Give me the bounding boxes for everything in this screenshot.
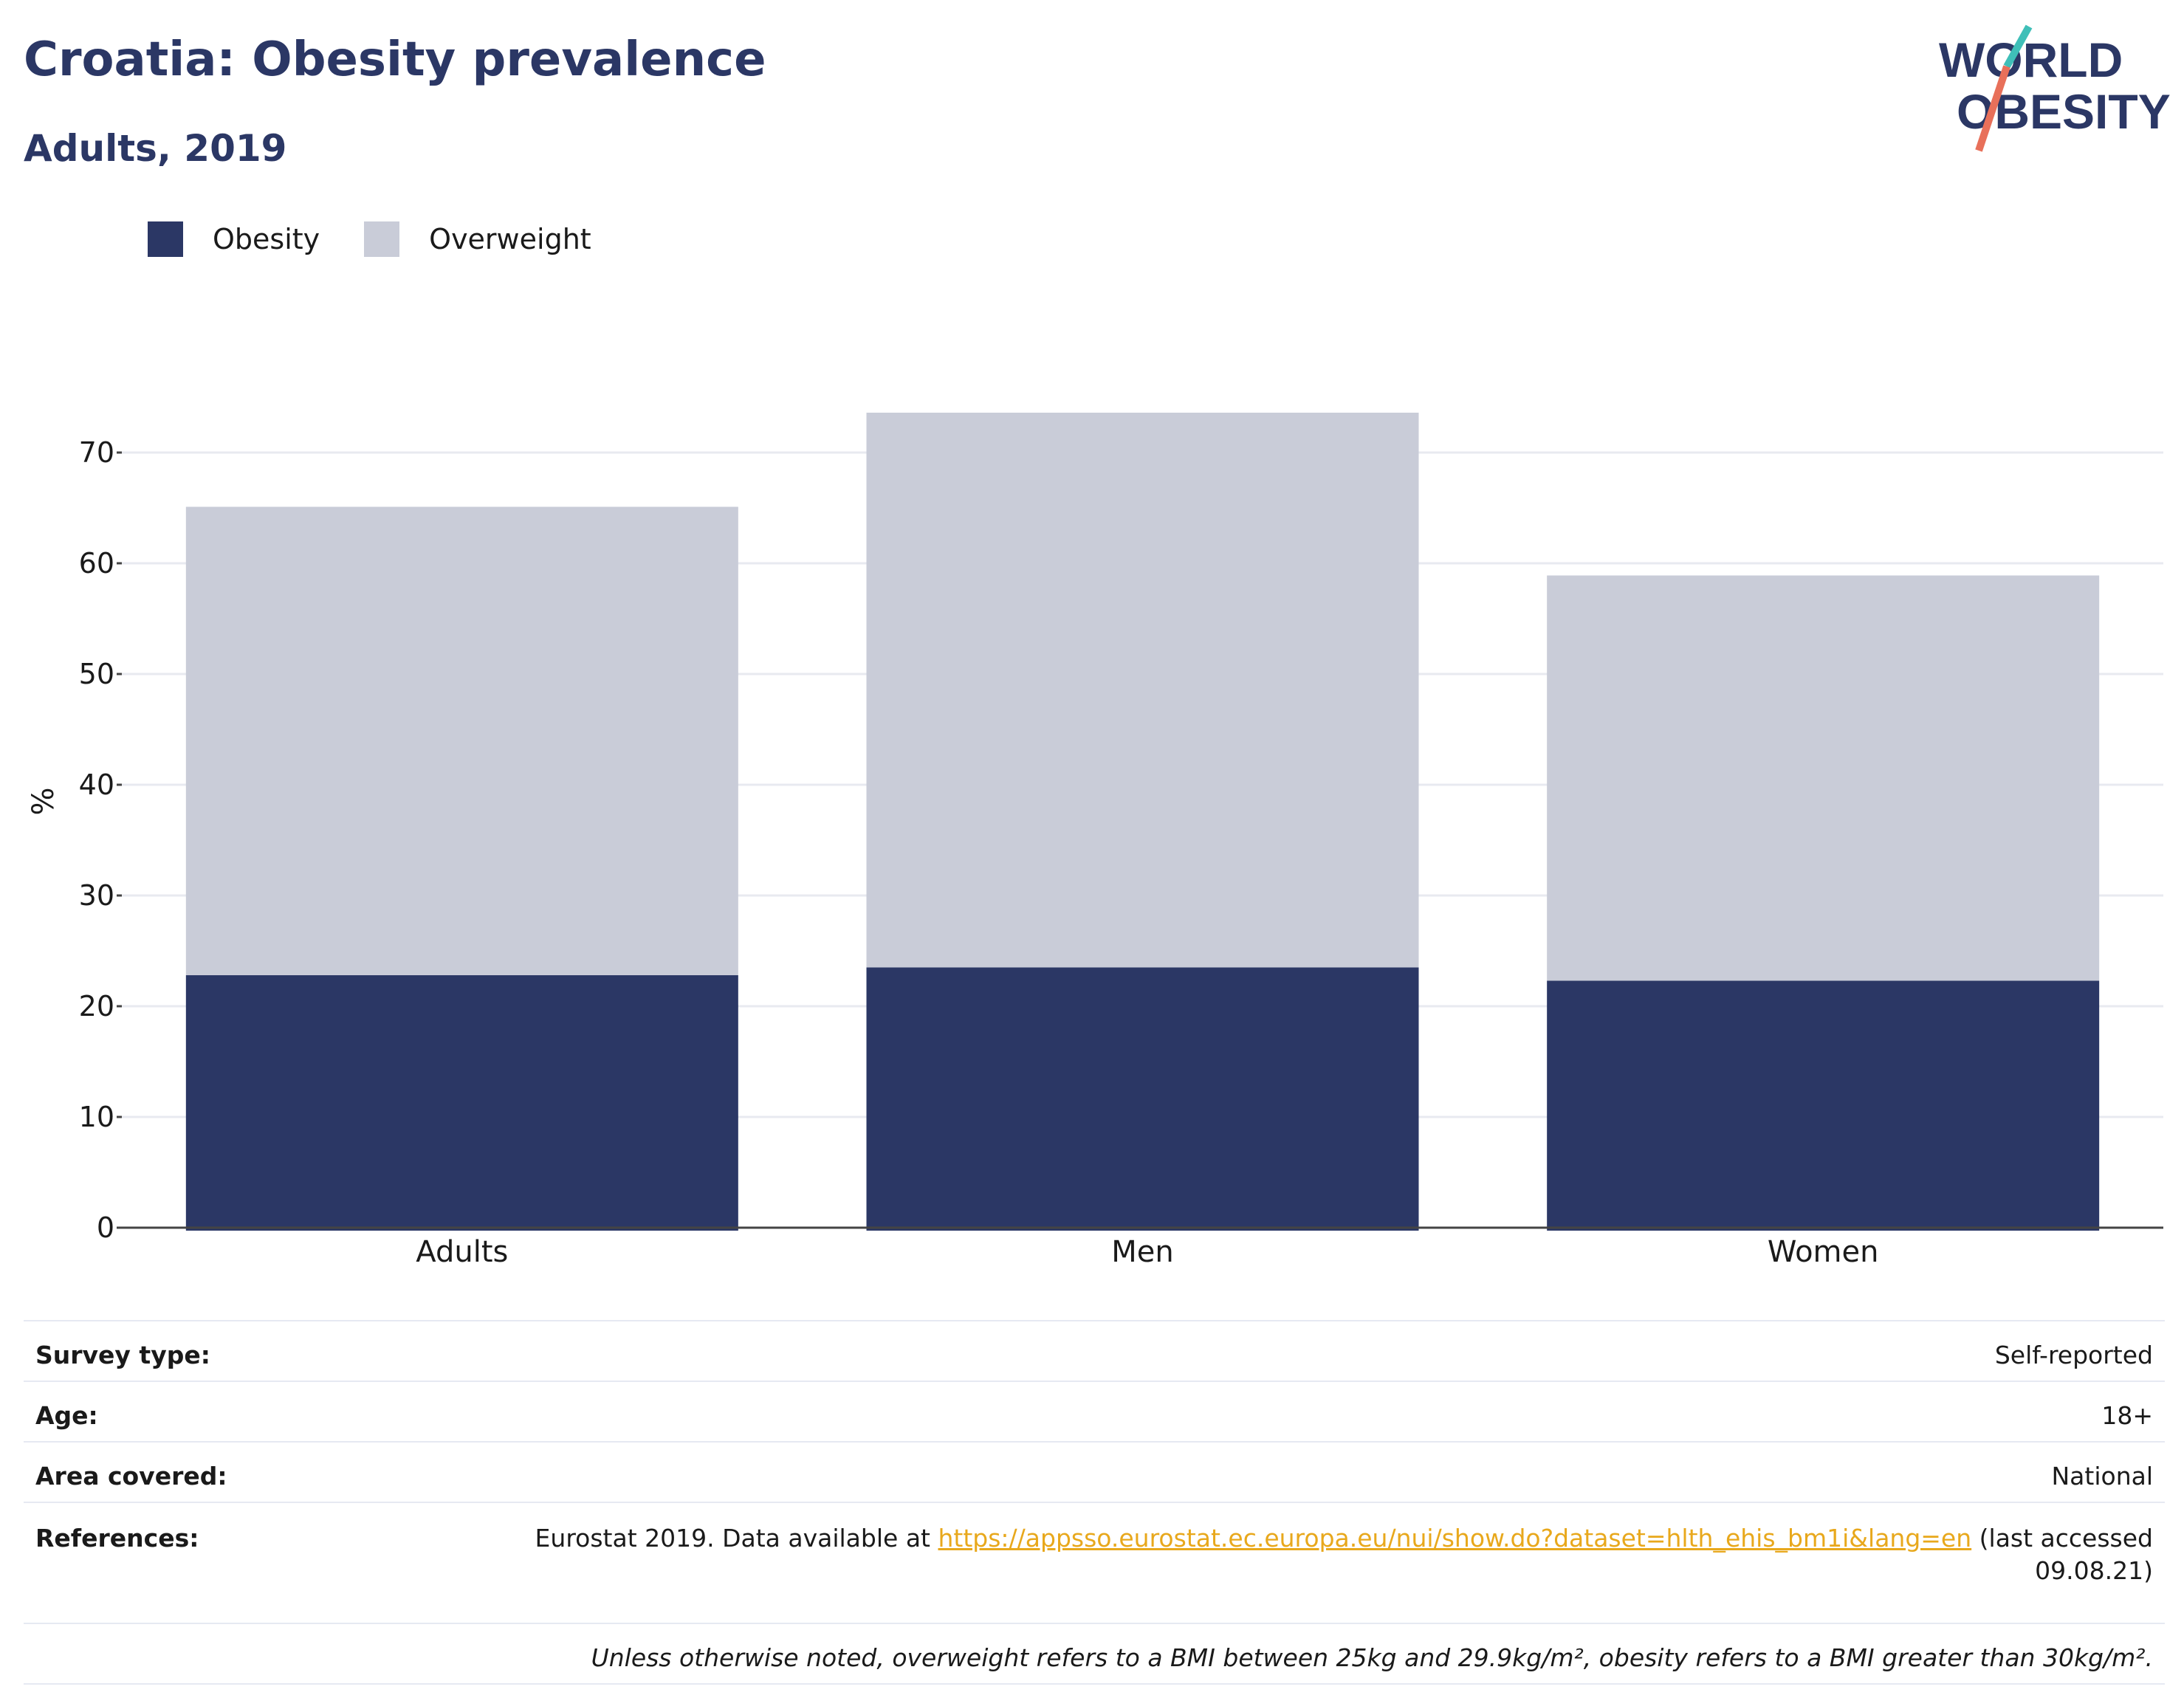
survey-type-label: Survey type: [24,1320,261,1382]
logo-slash-top [2003,24,2033,69]
y-tick-label: 10 [79,1101,114,1133]
bar-overweight-men [866,413,1419,968]
bar-overweight-adults [185,506,738,975]
legend-item-overweight[interactable]: Overweight [364,221,591,257]
legend-item-obesity[interactable]: Obesity [148,221,320,257]
page-subtitle: Adults, 2019 [24,127,287,170]
info-row-survey-type: Survey type: Self-reported [24,1320,2165,1382]
y-tick-label: 0 [97,1211,114,1244]
bar-obesity-adults [185,975,738,1231]
x-tick-label: Women [1768,1235,1879,1269]
chart-legend: Obesity Overweight [148,221,636,257]
y-tick-label: 70 [79,436,114,469]
references-link[interactable]: https://appsso.eurostat.ec.europa.eu/nui… [938,1524,1972,1553]
world-obesity-logo: WORLD OBESITY [1939,24,2171,152]
info-row-area: Area covered: National [24,1442,2165,1503]
y-axis-label: % [27,787,61,815]
y-tick-label: 30 [79,879,114,912]
references-suffix: (last accessed [1979,1524,2153,1553]
info-row-references: References: Eurostat 2019. Data availabl… [24,1502,2165,1624]
footnote: Unless otherwise noted, overweight refer… [24,1623,2165,1685]
references-label: References: [24,1502,261,1624]
logo-slash-bottom [1975,65,2010,152]
age-value: 18+ [261,1381,2165,1443]
y-tick-label: 20 [79,990,114,1022]
info-row-age: Age: 18+ [24,1381,2165,1443]
legend-swatch-overweight [364,221,400,257]
bar-chart: 0 10 20 30 40 50 60 70% Adults Men Women [27,413,2163,1269]
bar-obesity-men [866,967,1419,1231]
area-value: National [261,1442,2165,1503]
y-tick-label: 60 [79,547,114,580]
x-tick-label: Men [1111,1235,1173,1269]
bar-overweight-women [1547,575,2100,981]
x-tick-label: Adults [416,1235,508,1269]
info-row-footnote: Unless otherwise noted, overweight refer… [24,1623,2165,1685]
logo-line1: WORLD [1939,32,2123,87]
bar-obesity-women [1547,980,2100,1231]
y-tick-label: 40 [79,769,114,801]
age-label: Age: [24,1381,261,1443]
survey-type-value: Self-reported [261,1320,2165,1382]
area-label: Area covered: [24,1442,261,1503]
legend-swatch-obesity [148,221,183,257]
page-title: Croatia: Obesity prevalence [24,32,766,87]
legend-label-obesity: Obesity [213,223,320,255]
info-table: Survey type: Self-reported Age: 18+ Area… [24,1320,2165,1685]
legend-label-overweight: Overweight [429,223,591,255]
references-value: Eurostat 2019. Data available at https:/… [261,1502,2165,1624]
y-tick-label: 50 [79,658,114,690]
references-prefix: Eurostat 2019. Data available at [535,1524,930,1553]
references-suffix-date: 09.08.21) [2035,1556,2153,1585]
